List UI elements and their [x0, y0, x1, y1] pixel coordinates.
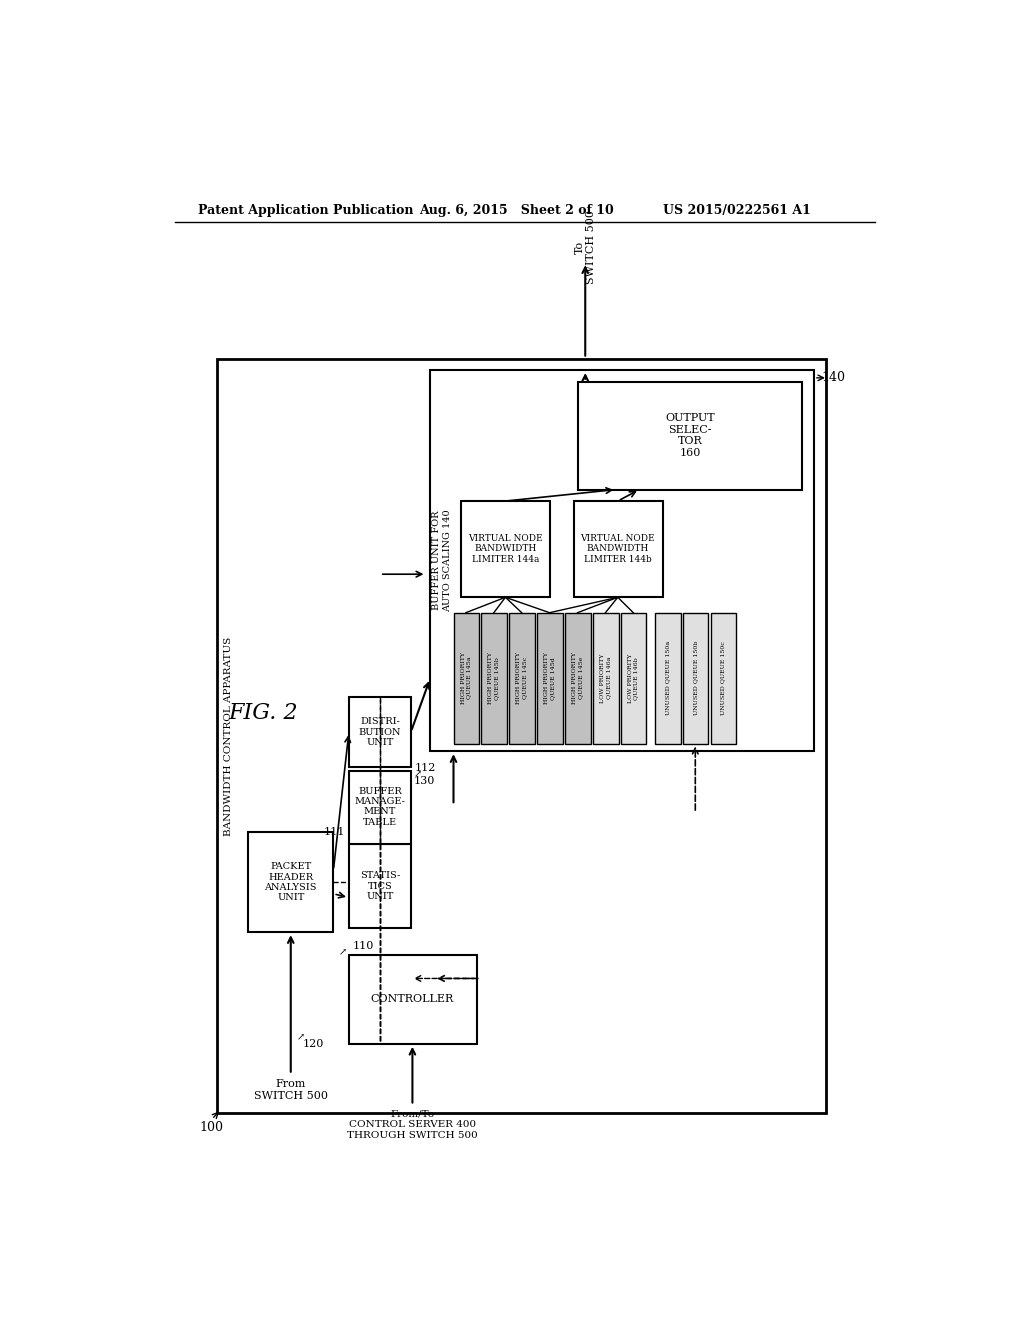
- Text: 130: 130: [414, 776, 434, 785]
- Bar: [655, 612, 681, 743]
- Text: DISTRI-
BUTION
UNIT: DISTRI- BUTION UNIT: [358, 717, 401, 747]
- Bar: [481, 612, 507, 743]
- Bar: [430, 370, 814, 751]
- Text: LOW PRIORITY
QUEUE 146b: LOW PRIORITY QUEUE 146b: [628, 653, 639, 702]
- Text: VIRTUAL NODE
BANDWIDTH
LIMITER 144b: VIRTUAL NODE BANDWIDTH LIMITER 144b: [581, 533, 655, 564]
- Text: HIGH PRIORITY
QUEUE 145b: HIGH PRIORITY QUEUE 145b: [488, 652, 500, 704]
- Text: UNUSED QUEUE 150c: UNUSED QUEUE 150c: [721, 642, 726, 715]
- Bar: [683, 612, 709, 743]
- Bar: [573, 502, 663, 598]
- Text: Patent Application Publication: Patent Application Publication: [198, 205, 414, 218]
- Text: BANDWIDTH CONTROL APPARATUS: BANDWIDTH CONTROL APPARATUS: [224, 636, 233, 836]
- Bar: [509, 612, 535, 743]
- Bar: [217, 359, 825, 1113]
- Text: ↗: ↗: [297, 1034, 305, 1043]
- Text: Aug. 6, 2015   Sheet 2 of 10: Aug. 6, 2015 Sheet 2 of 10: [419, 205, 613, 218]
- Bar: [349, 843, 411, 928]
- Bar: [621, 612, 646, 743]
- Bar: [248, 832, 334, 932]
- Text: From/To
CONTROL SERVER 400
THROUGH SWITCH 500: From/To CONTROL SERVER 400 THROUGH SWITC…: [347, 1110, 478, 1139]
- Text: HIGH PRIORITY
QUEUE 145a: HIGH PRIORITY QUEUE 145a: [461, 652, 471, 704]
- Text: OUTPUT
SELEC-
TOR
160: OUTPUT SELEC- TOR 160: [665, 413, 715, 458]
- Bar: [461, 502, 550, 598]
- Text: 140: 140: [821, 371, 845, 384]
- Bar: [349, 697, 411, 767]
- Bar: [538, 612, 563, 743]
- Bar: [711, 612, 736, 743]
- Text: VIRTUAL NODE
BANDWIDTH
LIMITER 144a: VIRTUAL NODE BANDWIDTH LIMITER 144a: [468, 533, 543, 564]
- Text: BUFFER
MANAGE-
MENT
TABLE: BUFFER MANAGE- MENT TABLE: [354, 787, 406, 826]
- Bar: [593, 612, 618, 743]
- Text: 100: 100: [200, 1121, 223, 1134]
- Text: HIGH PRIORITY
QUEUE 145e: HIGH PRIORITY QUEUE 145e: [572, 652, 583, 704]
- Text: HIGH PRIORITY
QUEUE 145d: HIGH PRIORITY QUEUE 145d: [544, 652, 555, 704]
- Text: 110: 110: [352, 941, 374, 952]
- Bar: [454, 612, 479, 743]
- Text: UNUSED QUEUE 150a: UNUSED QUEUE 150a: [665, 642, 670, 715]
- Text: LOW PRIORITY
QUEUE 146a: LOW PRIORITY QUEUE 146a: [600, 653, 610, 702]
- Text: US 2015/0222561 A1: US 2015/0222561 A1: [663, 205, 811, 218]
- Text: BUFFER UNIT FOR
AUTO SCALING 140: BUFFER UNIT FOR AUTO SCALING 140: [432, 510, 452, 611]
- Text: PACKET
HEADER
ANALYSIS
UNIT: PACKET HEADER ANALYSIS UNIT: [264, 862, 317, 903]
- Bar: [349, 771, 411, 843]
- Bar: [565, 612, 591, 743]
- Bar: [349, 956, 477, 1044]
- Text: FIG. 2: FIG. 2: [228, 702, 298, 723]
- Text: ↗: ↗: [338, 949, 346, 957]
- Bar: [578, 381, 802, 490]
- Text: STATIS-
TICS
UNIT: STATIS- TICS UNIT: [359, 871, 400, 902]
- Text: 112: 112: [415, 763, 436, 774]
- Text: HIGH PRIORITY
QUEUE 145c: HIGH PRIORITY QUEUE 145c: [516, 652, 527, 704]
- Text: UNUSED QUEUE 150b: UNUSED QUEUE 150b: [693, 642, 697, 715]
- Text: CONTROLLER: CONTROLLER: [371, 994, 454, 1005]
- Text: From
SWITCH 500: From SWITCH 500: [254, 1080, 328, 1101]
- Text: To
SWITCH 500: To SWITCH 500: [574, 210, 596, 284]
- Text: 111: 111: [324, 828, 345, 837]
- Text: 120: 120: [302, 1039, 324, 1049]
- Text: ↗: ↗: [414, 770, 421, 779]
